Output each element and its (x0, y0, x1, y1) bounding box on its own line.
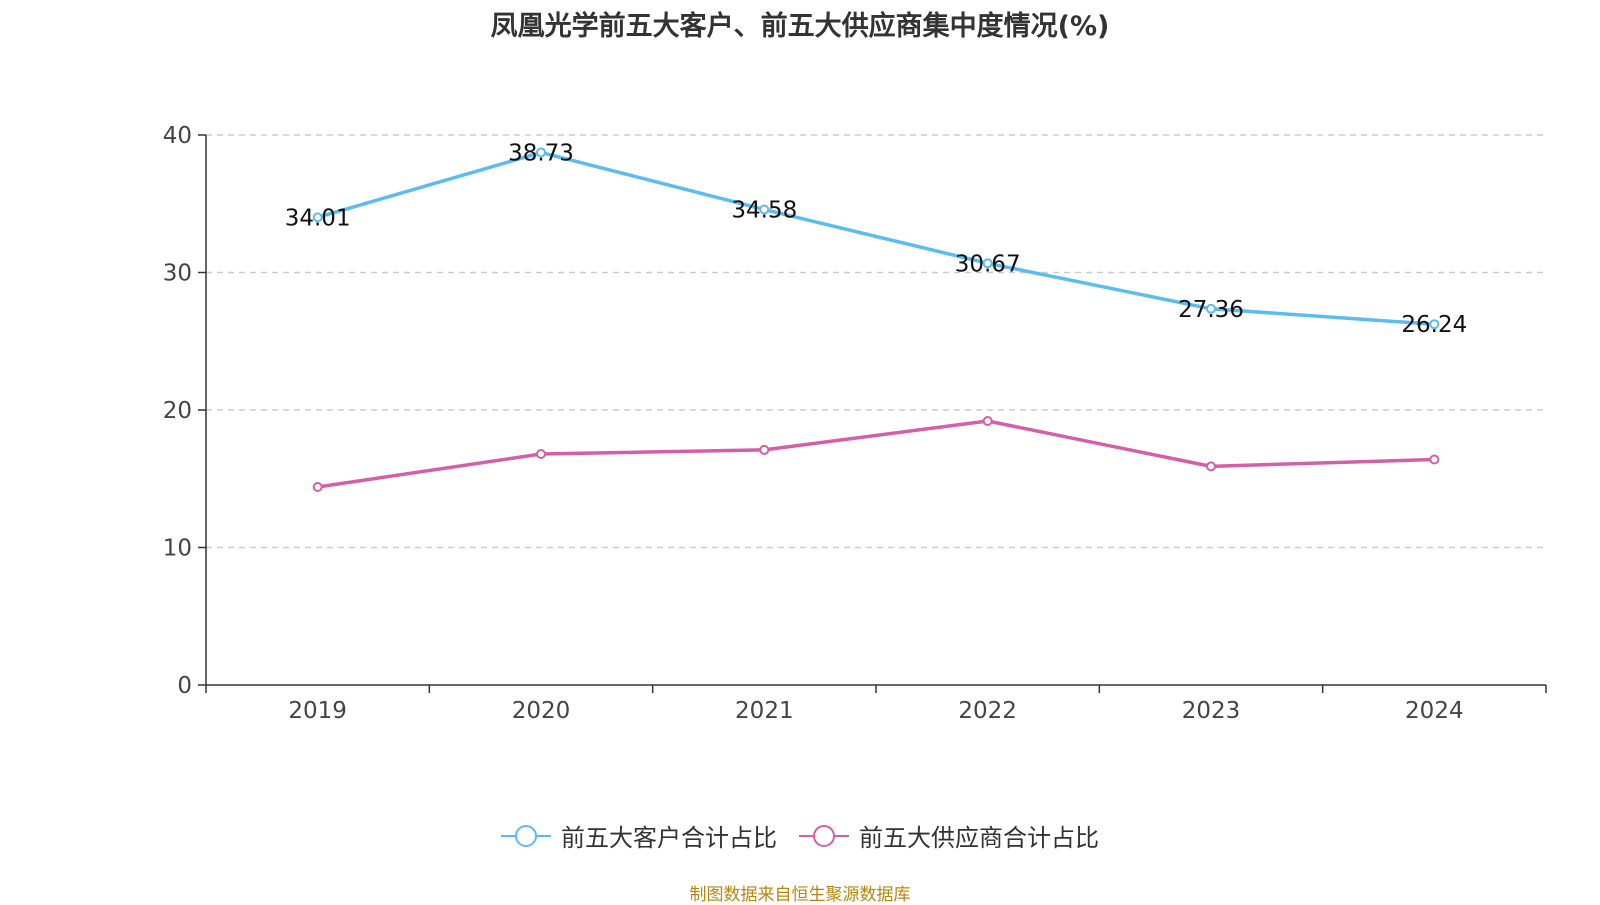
y-tick-label: 20 (163, 398, 192, 424)
data-point[interactable] (1206, 461, 1216, 472)
data-point[interactable] (536, 147, 546, 158)
y-tick-label: 0 (177, 673, 192, 699)
legend-marker-suppliers-icon (799, 824, 849, 847)
y-tick-label: 40 (163, 123, 192, 149)
data-point[interactable] (759, 204, 770, 215)
legend-label-customers: 前五大客户合计占比 (561, 824, 777, 852)
legend-label-suppliers: 前五大供应商合计占比 (859, 824, 1099, 852)
y-tick-label: 10 (163, 536, 192, 562)
x-tick-label: 2022 (958, 698, 1017, 724)
data-point[interactable] (536, 449, 546, 459)
series-line-suppliers (317, 419, 1435, 489)
data-label: 34.58 (731, 198, 797, 224)
data-label: 27.36 (1178, 297, 1244, 323)
data-point[interactable] (1206, 303, 1216, 314)
legend-item-customers[interactable]: 前五大客户合计占比 (501, 818, 777, 853)
series-line-customers (317, 150, 1435, 326)
legend-marker-customers-icon (501, 824, 551, 847)
data-point[interactable] (982, 258, 993, 269)
data-label: 34.01 (285, 205, 351, 231)
data-point[interactable] (982, 416, 993, 426)
data-point[interactable] (759, 444, 770, 455)
data-point[interactable] (1429, 454, 1440, 465)
y-tick-label: 30 (163, 261, 192, 287)
data-point[interactable] (312, 482, 323, 492)
data-point[interactable] (1429, 319, 1440, 330)
data-source-note: 制图数据来自恒生聚源数据库 (689, 885, 911, 905)
chart-title: 凤凰光学前五大客户、前五大供应商集中度情况(%) (490, 11, 1110, 42)
x-tick-label: 2019 (288, 698, 347, 724)
x-tick-label: 2020 (512, 698, 571, 724)
x-tick-label: 2021 (735, 698, 794, 724)
x-tick-label: 2024 (1405, 698, 1464, 724)
x-tick-label: 2023 (1182, 698, 1241, 724)
data-label: 38.73 (508, 140, 574, 166)
data-label: 26.24 (1401, 312, 1467, 338)
data-point[interactable] (312, 212, 323, 223)
data-label: 30.67 (955, 251, 1021, 277)
legend: 前五大客户合计占比 前五大供应商合计占比 (0, 818, 1600, 853)
legend-item-suppliers[interactable]: 前五大供应商合计占比 (799, 818, 1099, 853)
